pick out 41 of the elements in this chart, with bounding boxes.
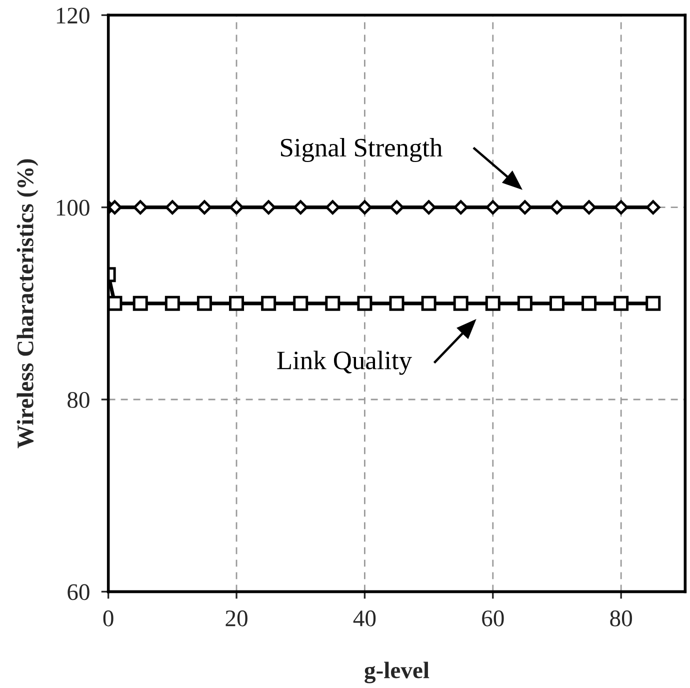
y-tick-label: 120 xyxy=(56,8,90,24)
annotation: Signal Strength xyxy=(281,138,442,162)
x-tick-label: 20 xyxy=(226,610,248,626)
y-tick-label: 60 xyxy=(68,584,90,600)
point xyxy=(164,296,180,311)
point xyxy=(517,296,532,311)
x-tick-label: 80 xyxy=(610,610,632,626)
point xyxy=(326,200,340,214)
point xyxy=(389,296,404,311)
point xyxy=(549,296,564,311)
x-tick-label: 60 xyxy=(482,610,504,626)
point xyxy=(133,200,148,214)
point xyxy=(614,296,629,311)
y-tick-label: 100 xyxy=(56,200,90,216)
annotation: Link Quality xyxy=(277,350,412,375)
point xyxy=(293,296,308,311)
point xyxy=(132,296,148,311)
point xyxy=(196,296,212,311)
point xyxy=(646,296,661,311)
point xyxy=(486,200,500,214)
point xyxy=(422,200,436,214)
x-tick-label: 40 xyxy=(353,610,376,626)
point xyxy=(293,200,308,214)
point xyxy=(229,296,244,311)
point xyxy=(454,200,468,214)
point xyxy=(358,200,372,214)
y-axis-title: Wireless Characteristics (%) xyxy=(16,159,38,448)
point xyxy=(325,296,340,311)
point xyxy=(453,296,468,311)
point xyxy=(485,296,500,311)
point xyxy=(229,200,244,214)
x-axis-title: g-level xyxy=(364,662,430,684)
x-tick-label: 0 xyxy=(103,610,114,626)
point xyxy=(261,296,276,311)
point xyxy=(614,200,628,214)
point xyxy=(582,296,597,311)
point xyxy=(108,296,122,311)
y-tick-label: 80 xyxy=(68,392,90,408)
point xyxy=(421,296,436,311)
point xyxy=(357,296,372,311)
point xyxy=(646,200,660,214)
